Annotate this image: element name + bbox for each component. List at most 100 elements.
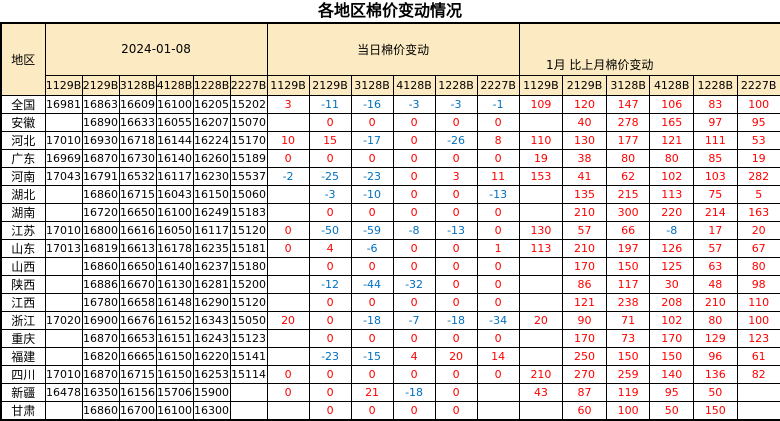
price-cell: 16150 [192,184,231,204]
daily-change-cell: -3 [308,184,352,204]
price-cell: 16043 [155,184,194,204]
monthly-change-cell: 57 [693,238,738,258]
monthly-change-cell: 215 [605,184,651,204]
price-cell: 17010 [44,364,83,384]
monthly-change-cell: 50 [649,400,695,420]
price-cell: 16870 [81,328,120,348]
monthly-change-cell [518,292,564,312]
monthly-change-cell [518,346,564,366]
region-label: 山西 [0,256,46,276]
daily-change-cell [266,400,310,420]
monthly-change-cell: 95 [649,382,695,402]
daily-change-cell: 0 [392,238,436,258]
price-cell: 16730 [118,148,157,168]
price-cell: 16863 [81,94,120,114]
monthly-change-cell: 100 [736,310,780,330]
monthly-change-cell: 121 [562,292,607,312]
table-row: 浙江 17020 16900 16676 16152 16343 15050 20 0 -18 -7… [0,310,780,330]
price-cell: 15114 [229,364,268,384]
daily-change-cell: 0 [476,292,520,312]
price-cell: 16870 [81,364,120,384]
price-cell: 16969 [44,148,83,168]
price-cell: 16715 [118,364,157,384]
price-cell: 15141 [229,346,268,366]
price-cell [229,400,268,420]
region-label: 山东 [0,238,46,258]
daily-change-cell: 0 [308,148,352,168]
grade-column-header: 2227B [476,74,520,96]
price-cell: 15537 [229,166,268,186]
daily-change-cell: 0 [308,382,352,402]
price-cell [44,328,83,348]
daily-change-cell: 21 [350,382,394,402]
price-cell: 15180 [229,256,268,276]
daily-change-cell: -12 [308,274,352,294]
monthly-change-cell: 102 [649,166,695,186]
price-cell: 16151 [155,328,194,348]
monthly-change-cell [518,328,564,348]
price-cell: 16100 [155,400,194,420]
price-cell: 16478 [44,382,83,402]
daily-change-cell: 0 [308,202,352,222]
monthly-change-cell: 111 [693,130,738,150]
monthly-change-cell: 86 [562,274,607,294]
daily-change-cell: 0 [392,166,436,186]
monthly-change-cell: 210 [693,292,738,312]
daily-change-cell: 0 [476,364,520,384]
price-cell: 15181 [229,238,268,258]
monthly-change-cell: 5 [736,184,780,204]
monthly-change-cell: 41 [562,166,607,186]
grade-column-header: 2129B [81,74,120,96]
table-row: 重庆 16870 16653 16151 16243 15123 0 0 0 0 0 170 73 170… [0,328,780,348]
monthly-change-cell: 214 [693,202,738,222]
daily-change-cell: -34 [476,310,520,330]
daily-change-cell: 0 [392,364,436,384]
table-body: 全国 16981 16863 16609 16100 16205 15202 3 -11 -16-… [0,94,780,420]
table-row: 山东 17013 16819 16613 16178 16235 15181 0 4 -6 0 0 1 1… [0,238,780,258]
region-label: 河北 [0,130,46,150]
price-cell: 15060 [229,184,268,204]
region-label: 江苏 [0,220,46,240]
price-cell: 16860 [81,184,120,204]
monthly-change-cell: 121 [649,130,695,150]
price-cell: 16117 [155,166,194,186]
monthly-change-cell: 150 [649,346,695,366]
monthly-change-cell: 61 [736,346,780,366]
daily-change-cell: 4 [308,238,352,258]
monthly-change-cell: 109 [518,94,564,114]
daily-change-cell: 11 [476,166,520,186]
daily-change-cell: -15 [350,346,394,366]
daily-change-cell: 0 [392,256,436,276]
daily-change-cell: 8 [476,130,520,150]
daily-change-cell: 0 [392,184,436,204]
monthly-change-cell: 150 [693,400,738,420]
price-cell [229,382,268,402]
daily-change-cell: 4 [392,346,436,366]
daily-change-cell: 0 [266,238,310,258]
daily-change-cell: -3 [392,94,436,114]
price-cell: 16791 [81,166,120,186]
price-cell: 16886 [81,274,120,294]
monthly-change-cell: 123 [736,328,780,348]
price-cell: 16144 [155,130,194,150]
price-cell: 16290 [192,292,231,312]
table-row: 福建 16820 16665 16150 16220 15141 -23 -15 4 20 14 25… [0,346,780,366]
monthly-change-cell: 126 [649,238,695,258]
grade-column-header: 2227B [229,74,268,96]
region-label: 湖北 [0,184,46,204]
table-row: 四川 17010 16870 16715 16150 16253 15114 0 0 0 0 0 0 21… [0,364,780,384]
table-row: 江西 16780 16658 16148 16290 15120 0 0 0 0 0 121 238 20… [0,292,780,312]
region-label: 甘肃 [0,400,46,420]
price-cell: 16981 [44,94,83,114]
monthly-change-cell: 270 [562,364,607,384]
monthly-change-cell: 96 [693,346,738,366]
monthly-change-cell [518,256,564,276]
monthly-change-cell: 100 [736,94,780,114]
price-cell: 16860 [81,256,120,276]
daily-change-cell: -23 [308,346,352,366]
price-cell: 16140 [155,256,194,276]
daily-change-cell: 0 [308,364,352,384]
daily-change-cell: -59 [350,220,394,240]
daily-change-cell: -13 [434,220,478,240]
